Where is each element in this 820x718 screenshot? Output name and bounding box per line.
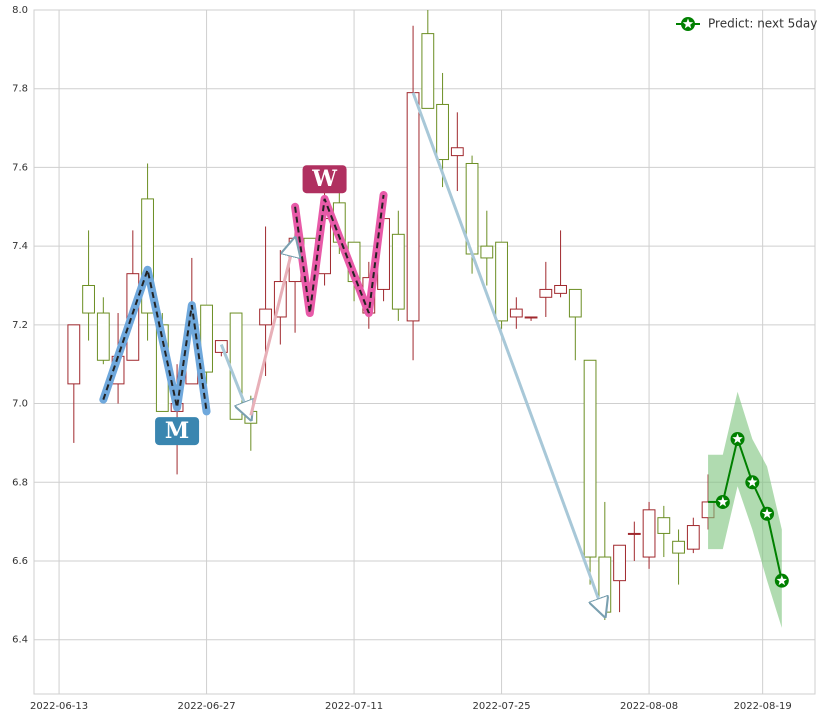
- marker-star: [776, 575, 787, 586]
- candle-body: [259, 308, 272, 326]
- y-tick-label: 7.4: [12, 241, 28, 252]
- y-tick-label: 7.2: [12, 320, 28, 331]
- marker-star: [747, 476, 758, 487]
- candle-body: [642, 509, 656, 558]
- y-tick-label: 6.4: [12, 635, 28, 646]
- y-tick-label: 7.6: [12, 162, 28, 173]
- candle-body: [406, 92, 420, 322]
- candle-body: [524, 316, 538, 319]
- plot-area: [33, 9, 816, 695]
- prediction-marker: [715, 494, 730, 509]
- y-tick-label: 6.6: [12, 556, 28, 567]
- candle-body: [686, 525, 700, 550]
- x-tick-label: 2022-06-27: [178, 701, 236, 712]
- candle-body: [583, 359, 597, 558]
- pattern-label: W: [311, 166, 337, 192]
- candle-body: [554, 284, 567, 294]
- candle-body: [568, 288, 582, 318]
- candle-body: [495, 241, 508, 322]
- marker-star: [732, 433, 743, 444]
- y-tick-label: 7.0: [12, 399, 28, 410]
- candle-body: [627, 532, 641, 535]
- y-tick-label: 7.8: [12, 84, 28, 95]
- candle-body: [539, 288, 553, 298]
- pattern-line: [294, 194, 385, 314]
- legend-label: Predict: next 5day: [708, 17, 817, 31]
- pattern-label: M: [165, 418, 189, 444]
- candle-body: [450, 147, 464, 157]
- candle-body: [509, 308, 523, 318]
- x-tick-label: 2022-08-19: [734, 701, 792, 712]
- x-tick-label: 2022-08-08: [620, 701, 678, 712]
- candle-body: [480, 245, 494, 259]
- candle-body: [67, 324, 81, 385]
- candle-body: [672, 540, 685, 554]
- marker-star: [761, 508, 773, 519]
- pattern-line: [102, 265, 208, 412]
- trend-arrow: [249, 238, 295, 416]
- prediction-marker: [745, 475, 760, 490]
- candle-body: [82, 284, 95, 314]
- legend-marker: [681, 17, 695, 31]
- marker-star: [717, 496, 728, 507]
- candle-body: [96, 312, 110, 361]
- trend-arrow: [219, 343, 250, 420]
- prediction-marker: [774, 573, 789, 588]
- x-tick-label: 2022-07-11: [325, 701, 383, 712]
- candle-body: [229, 312, 243, 420]
- candle-body: [141, 198, 154, 314]
- x-tick-label: 2022-06-13: [30, 701, 88, 712]
- candle-body: [613, 544, 626, 582]
- y-tick-label: 6.8: [12, 477, 28, 488]
- trend-arrow: [411, 92, 605, 616]
- pattern-badge: [302, 165, 347, 194]
- y-tick-label: 8.0: [12, 5, 28, 16]
- prediction-marker: [760, 506, 775, 521]
- pattern-badge: [155, 417, 200, 446]
- candle-body: [200, 304, 213, 373]
- candle-body: [421, 33, 435, 109]
- prediction-band: [708, 391, 782, 628]
- marker-star: [682, 18, 694, 29]
- candle-body: [657, 517, 671, 534]
- x-tick-label: 2022-07-25: [473, 701, 531, 712]
- candle-body: [436, 103, 449, 161]
- prediction-marker: [730, 431, 745, 446]
- candle-body: [391, 233, 405, 310]
